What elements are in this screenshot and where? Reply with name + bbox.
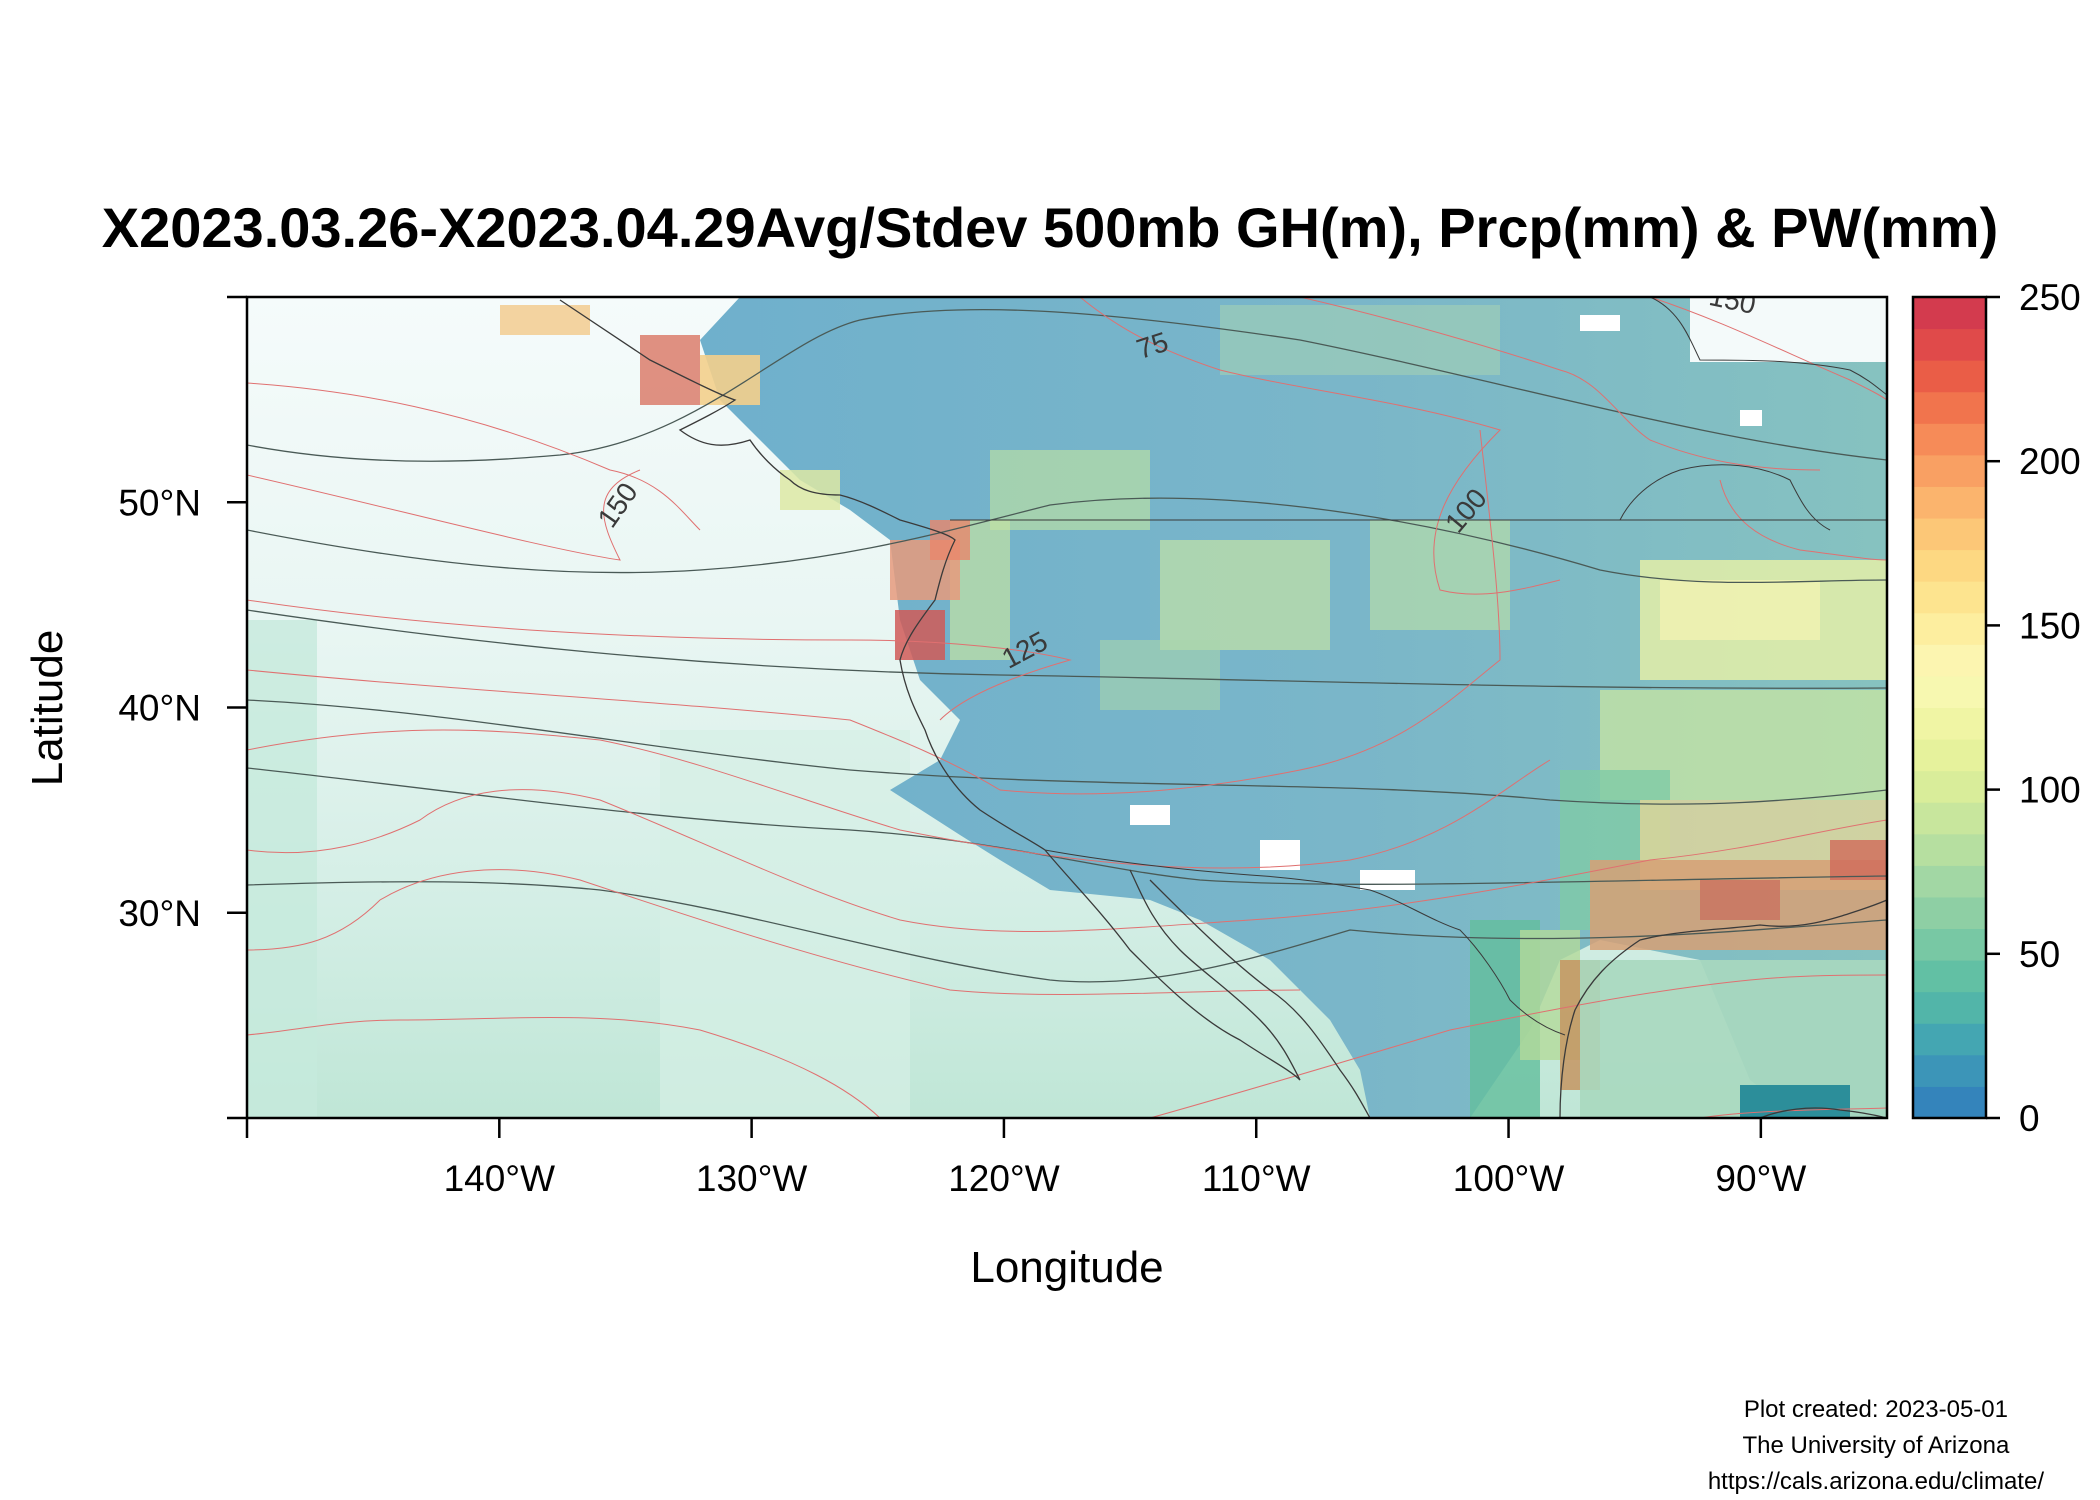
color-legend: 0 50 100 150 200 250 (1911, 277, 2081, 1139)
coastline-pacific (559, 299, 1046, 851)
legend-swatch (1913, 770, 1986, 803)
legend-swatch (1913, 549, 1986, 582)
legend-swatch (1913, 833, 1986, 866)
legend-tick-label: 200 (2019, 441, 2081, 482)
coastline-baja (1044, 849, 1301, 1081)
x-axis-tick-label: 110°W (1202, 1158, 1311, 1199)
chart-title: X2023.03.26-X2023.04.29Avg/Stdev 500mb G… (101, 196, 1999, 259)
legend-swatch (1913, 1086, 1986, 1119)
legend-swatch (1913, 707, 1986, 740)
ocean-field-west (247, 620, 317, 1118)
pw-contour (247, 429, 1501, 795)
gh-contour (247, 767, 1887, 885)
pw-contour (247, 382, 701, 531)
pw-contour (247, 599, 1072, 721)
gh-contour (247, 497, 1887, 584)
legend-swatch (1913, 1023, 1986, 1056)
legend-tick-label: 0 (2019, 1098, 2040, 1139)
pw-contour (247, 869, 1301, 995)
x-axis-tick-label: 100°W (1453, 1158, 1565, 1199)
legend-swatch (1913, 675, 1986, 708)
legend-swatch (1913, 802, 1986, 835)
gh-contour (247, 609, 1887, 689)
x-axis-tick-label: 140°W (444, 1158, 556, 1199)
pw-contour (1299, 297, 1821, 471)
pw-contour (1079, 297, 1561, 595)
legend-swatch (1913, 518, 1986, 551)
pw-contour (1719, 479, 1887, 561)
pw-contour (247, 729, 1551, 869)
y-axis: 30°N 40°N 50°N (118, 295, 247, 1120)
legend-tick-label: 150 (2019, 605, 2081, 646)
legend-swatch (1913, 644, 1986, 677)
border-us-mexico (1044, 849, 1566, 1036)
credits-block: Plot created: 2023-05-01 The University … (1708, 1392, 2044, 1500)
pw-contour (247, 1017, 881, 1118)
great-lakes (1619, 464, 1831, 531)
x-axis-label: Longitude (970, 1243, 1163, 1292)
legend-swatch (1913, 360, 1986, 393)
pw-contour (247, 469, 641, 561)
legend-swatch (1913, 486, 1986, 519)
y-axis-label: Latitude (23, 630, 72, 787)
y-axis-tick-label: 40°N (118, 688, 201, 729)
legend-swatch (1913, 991, 1986, 1024)
legend-swatch (1913, 960, 1986, 993)
coastline-florida (1759, 1107, 1887, 1118)
x-axis-tick-label: 120°W (948, 1158, 1060, 1199)
legend-swatch (1913, 612, 1986, 645)
x-axis-tick-label: 90°W (1715, 1158, 1806, 1199)
x-axis-tick-label: 130°W (696, 1158, 808, 1199)
gh-contour (247, 308, 1887, 462)
legend-frame (1911, 295, 1988, 1120)
coastlines (559, 297, 1887, 1118)
credit-org: The University of Arizona (1742, 1432, 2010, 1459)
legend-swatch (1913, 865, 1986, 898)
x-axis: 140°W 130°W 120°W 110°W 100°W 90°W (245, 1118, 1806, 1199)
gh-contour (247, 699, 1887, 805)
coastline-hudson (1649, 297, 1887, 396)
y-axis-tick-label: 50°N (118, 482, 201, 523)
ocean-field-south (660, 730, 910, 1118)
legend-swatch (1913, 423, 1986, 456)
legend-swatch (1913, 328, 1986, 361)
pw-contour (247, 789, 1887, 933)
legend-swatch (1913, 1054, 1986, 1087)
gh-contour (247, 881, 1887, 983)
legend-tick-label: 100 (2019, 770, 2081, 811)
legend-swatch (1913, 454, 1986, 487)
legend-swatch (1913, 391, 1986, 424)
legend-swatch (1913, 739, 1986, 772)
coastline-mexico (1149, 879, 1371, 1118)
legend-swatch (1913, 896, 1986, 930)
credit-date: Plot created: 2023-05-01 (1743, 1396, 2008, 1423)
y-axis-tick-label: 30°N (118, 893, 201, 934)
legend-swatch (1913, 297, 1986, 330)
coastline-gulf (1559, 899, 1887, 1118)
legend-tick-label: 250 (2019, 277, 2081, 318)
gh-contours (247, 308, 1887, 983)
credit-url: https://cals.arizona.edu/climate/ (1707, 1468, 2044, 1495)
legend-tick-label: 50 (2019, 934, 2060, 975)
legend-swatch (1913, 928, 1986, 961)
legend-swatch (1913, 581, 1986, 614)
pw-contour (1149, 974, 1887, 1118)
